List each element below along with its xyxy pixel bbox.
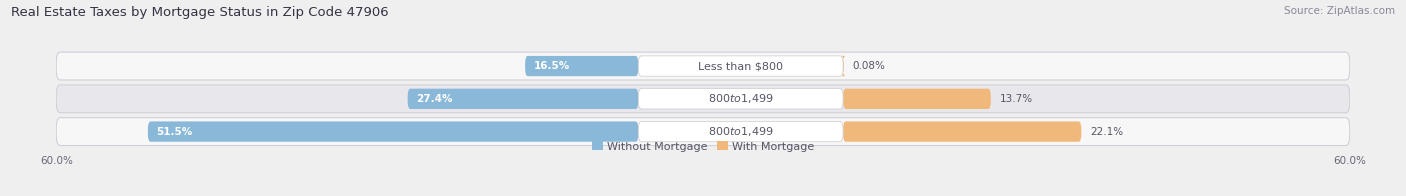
FancyBboxPatch shape: [844, 122, 1081, 142]
Text: 16.5%: 16.5%: [534, 61, 569, 71]
Text: 22.1%: 22.1%: [1090, 127, 1123, 137]
FancyBboxPatch shape: [841, 56, 846, 76]
Text: 0.08%: 0.08%: [852, 61, 886, 71]
Text: 13.7%: 13.7%: [1000, 94, 1032, 104]
FancyBboxPatch shape: [56, 118, 1350, 145]
Text: 27.4%: 27.4%: [416, 94, 453, 104]
FancyBboxPatch shape: [56, 85, 1350, 113]
Text: Less than $800: Less than $800: [699, 61, 783, 71]
FancyBboxPatch shape: [526, 56, 638, 76]
FancyBboxPatch shape: [408, 89, 638, 109]
FancyBboxPatch shape: [148, 122, 638, 142]
Text: Real Estate Taxes by Mortgage Status in Zip Code 47906: Real Estate Taxes by Mortgage Status in …: [11, 6, 389, 19]
FancyBboxPatch shape: [844, 89, 991, 109]
FancyBboxPatch shape: [638, 56, 844, 76]
Text: 51.5%: 51.5%: [156, 127, 193, 137]
FancyBboxPatch shape: [638, 122, 844, 142]
Text: $800 to $1,499: $800 to $1,499: [709, 125, 773, 138]
Text: Source: ZipAtlas.com: Source: ZipAtlas.com: [1284, 6, 1395, 16]
FancyBboxPatch shape: [638, 89, 844, 109]
FancyBboxPatch shape: [56, 52, 1350, 80]
Text: $800 to $1,499: $800 to $1,499: [709, 92, 773, 105]
Legend: Without Mortgage, With Mortgage: Without Mortgage, With Mortgage: [588, 137, 818, 156]
